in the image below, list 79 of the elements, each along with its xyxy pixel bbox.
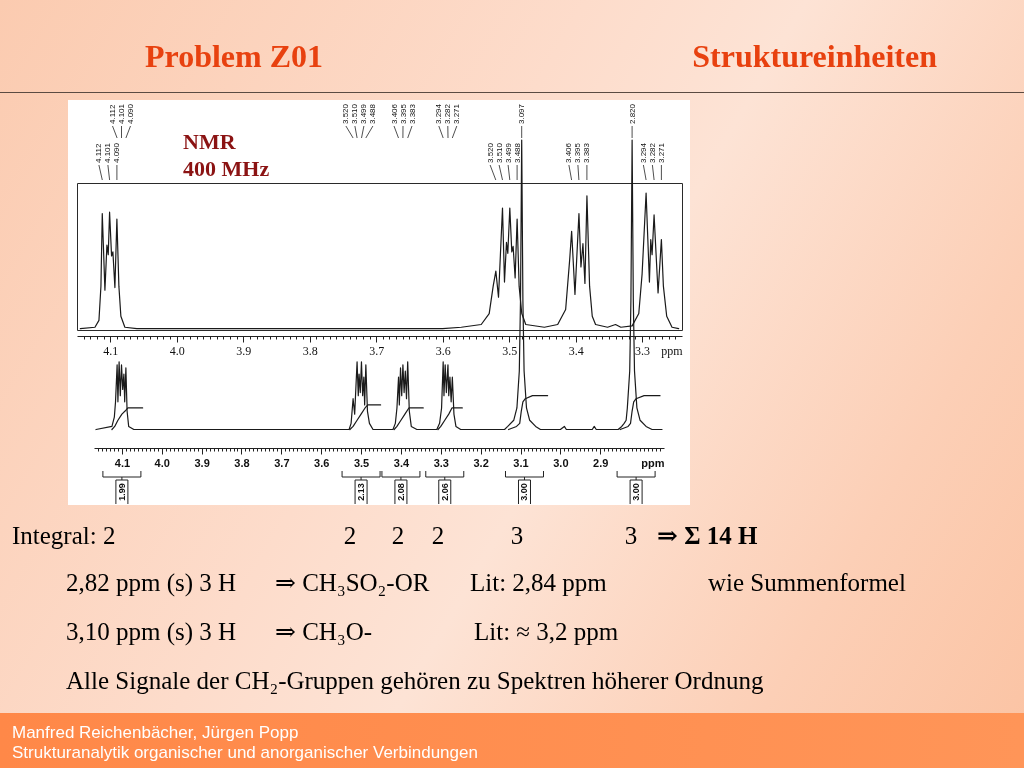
annotation: 2.13 (356, 483, 367, 501)
x-tick-label: 3.8 (302, 343, 318, 358)
x-tick-label: 3.8 (234, 456, 250, 469)
x-tick-label: 3.2 (473, 456, 489, 469)
text: 3.406 (389, 103, 399, 124)
x-tick-label: 3.9 (236, 343, 252, 358)
text: Lit: ≈ 3,2 ppm (474, 618, 619, 647)
x-tick-label: 3.3 (433, 456, 449, 469)
text: 4.101 (117, 103, 126, 124)
annotation: 4.112 (94, 143, 104, 163)
text: 2 (391, 522, 405, 551)
x-axis-title: ppm (641, 456, 665, 469)
text: 3.499 (359, 103, 369, 124)
x-tick-label: 4.0 (154, 456, 170, 469)
text: 2 (431, 522, 445, 551)
annotation: 400 MHz (183, 156, 270, 182)
annotation: NMR (183, 129, 236, 155)
text: 3 (624, 522, 638, 551)
text: 3.294 (434, 103, 444, 124)
x-tick-label: 3.6 (435, 343, 451, 358)
text: Manfred Reichenbächer, Jürgen Popp (12, 723, 299, 743)
text: 3.271 (452, 103, 462, 124)
annotation: 3.395 (573, 142, 583, 163)
text: 4.112 (108, 104, 117, 124)
text: 2,82 ppm (s) 3 H (66, 569, 237, 598)
x-tick-label: 3.7 (369, 343, 385, 358)
annotation: 3.00 (631, 483, 642, 501)
text: 3.282 (443, 103, 453, 124)
x-tick-label: 3.4 (393, 456, 410, 469)
x-tick-label: 4.1 (103, 343, 119, 358)
text: Lit: 2,84 ppm (470, 569, 607, 598)
annotation: 2.08 (395, 483, 406, 501)
x-tick-label: 3.9 (194, 456, 210, 469)
annotation: 3.406 (564, 142, 574, 163)
annotation: 3.510 (494, 142, 504, 163)
x-tick-label: 4.1 (114, 456, 131, 469)
x-tick-label: 3.7 (274, 456, 290, 469)
x-axis-title: ppm (661, 343, 684, 358)
x-tick-label: 3.4 (568, 343, 584, 358)
annotation: 3.294 (638, 142, 648, 163)
x-tick-label: 3.0 (553, 456, 569, 469)
text: ⇒ CH₃SO₂-OR (275, 569, 430, 598)
text: 4.090 (126, 103, 135, 124)
annotation: 4.090 (112, 142, 122, 163)
chart-title: Problem Z01 (145, 38, 324, 75)
x-tick-label: 4.0 (169, 343, 185, 358)
text: ⇒ CH₃O- (275, 618, 373, 647)
text: 3 (510, 522, 524, 551)
text: 3.520 (341, 103, 351, 124)
text: Alle Signale der CH₂-Gruppen gehören zu Spektren höherer Ordnung (66, 667, 764, 696)
text: 3.488 (368, 103, 378, 124)
text: 3.510 (350, 103, 360, 124)
text: 3.395 (398, 103, 408, 124)
annotation: 1.99 (116, 483, 127, 501)
x-tick-label: 3.3 (635, 343, 651, 358)
text: Struktureinheiten (692, 38, 937, 75)
text: Integral: 2 (12, 522, 116, 551)
text: Strukturanalytik organischer und anorganischer Verbindungen (12, 743, 478, 763)
annotation: 3.271 (656, 142, 666, 163)
annotation: 2.06 (439, 483, 450, 501)
x-tick-label: 3.1 (513, 456, 529, 469)
annotation: 4.101 (103, 142, 113, 163)
annotation: 3.499 (503, 142, 513, 163)
annotation: 3.520 (485, 142, 495, 163)
x-tick-label: 3.6 (314, 456, 330, 469)
text: 3.097 (517, 103, 527, 124)
text: 3,10 ppm (s) 3 H (66, 618, 237, 647)
x-tick-label: 3.5 (502, 343, 518, 358)
text: 3.383 (407, 103, 417, 124)
annotation: 3.00 (519, 483, 530, 501)
text: 2.820 (627, 103, 637, 124)
text: 2 (343, 522, 357, 551)
text: ⇒ Σ 14 H (657, 522, 758, 551)
annotation: 3.282 (647, 142, 657, 163)
x-tick-label: 3.5 (353, 456, 370, 469)
text: wie Summenformel (708, 569, 906, 598)
x-tick-label: 2.9 (593, 456, 609, 469)
annotation: 3.488 (512, 142, 522, 163)
annotation: 3.383 (582, 142, 592, 163)
